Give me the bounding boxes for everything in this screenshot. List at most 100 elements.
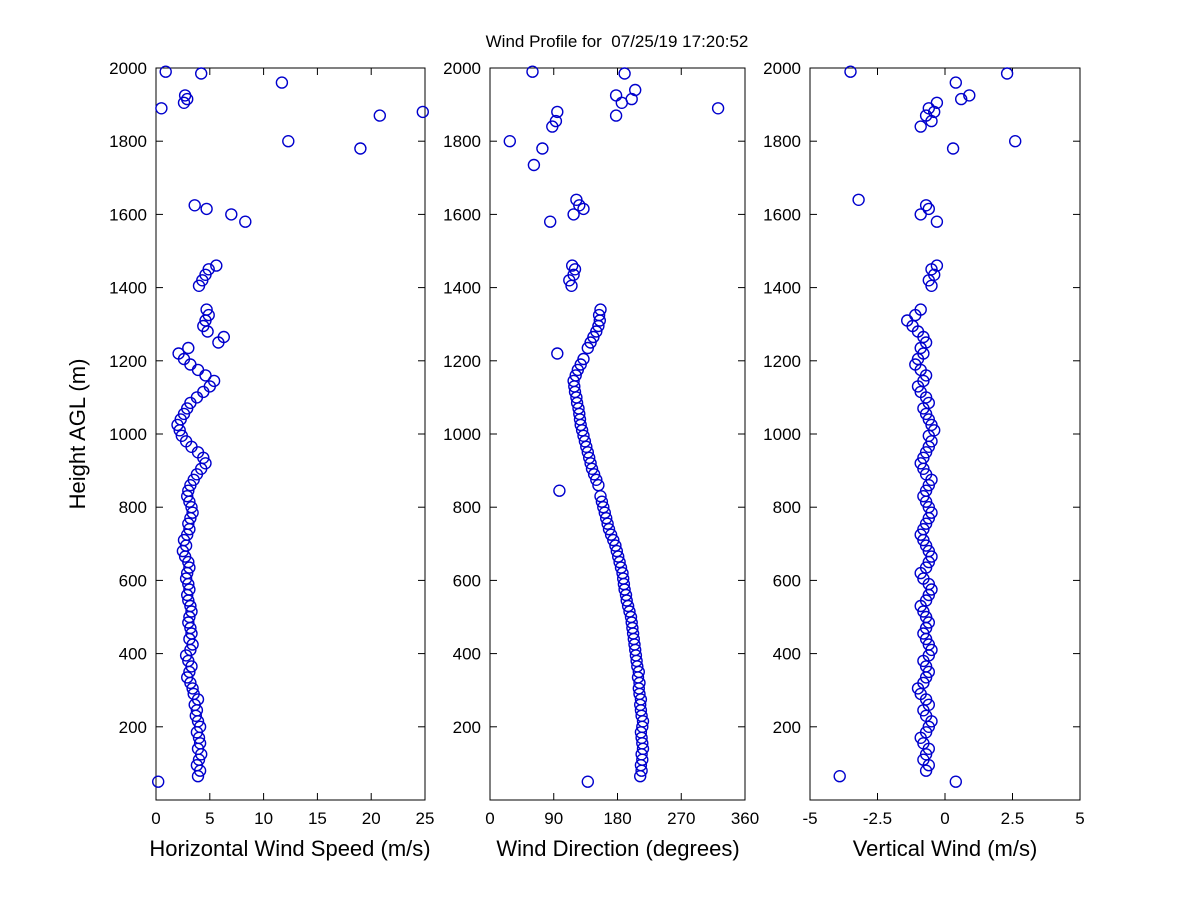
data-point	[185, 501, 198, 514]
y-tick-label: 800	[119, 498, 147, 517]
data-point	[568, 263, 582, 276]
data-point	[183, 561, 196, 574]
data-point	[527, 158, 541, 172]
y-tick-label: 1000	[443, 425, 481, 444]
data-point	[175, 429, 189, 442]
x-axis-label-wind-direction: Wind Direction (degrees)	[496, 836, 740, 861]
y-tick-label: 600	[453, 571, 481, 590]
data-point	[186, 506, 199, 519]
data-point	[595, 495, 609, 508]
x-tick-label: 15	[308, 809, 327, 828]
y-tick-label: 400	[773, 645, 801, 664]
x-tick-label: 20	[362, 809, 381, 828]
y-tick-label: 2000	[443, 59, 481, 78]
data-point	[949, 775, 962, 788]
y-tick-label: 400	[453, 645, 481, 664]
data-point	[200, 303, 213, 316]
data-point	[567, 208, 580, 221]
data-point	[567, 374, 580, 388]
data-point	[282, 134, 295, 148]
y-tick-label: 200	[119, 718, 147, 737]
data-point	[930, 96, 944, 110]
panel-vertical-wind: 200 400 600 800 1000 1200 1400 1600 1800 2000 -5 -2…	[763, 59, 1085, 828]
data-point	[566, 259, 579, 272]
data-point	[922, 202, 935, 216]
x-tick-label: -2.5	[863, 809, 892, 828]
y-tick-label: 1400	[443, 279, 481, 298]
data-point	[180, 671, 194, 684]
data-point	[193, 720, 207, 733]
x-tick-label: 10	[254, 809, 273, 828]
data-point	[949, 76, 962, 89]
y-tick-label: 1000	[763, 425, 801, 444]
data-point	[180, 490, 194, 503]
x-tick-label: 0	[151, 809, 160, 828]
x-tick-label: 0	[940, 809, 949, 828]
data-point	[598, 506, 611, 519]
data-point	[583, 451, 596, 464]
data-point	[946, 142, 960, 155]
data-point	[207, 374, 221, 388]
data-point	[852, 193, 865, 207]
data-point	[178, 89, 192, 102]
data-point	[191, 363, 205, 377]
x-axis-label-vertical-wind: Vertical Wind (m/s)	[852, 836, 1038, 861]
data-point	[930, 215, 944, 228]
y-tick-label: 1800	[763, 132, 801, 151]
data-point	[590, 325, 603, 338]
data-point	[202, 263, 215, 276]
data-point	[609, 539, 622, 552]
y-tick-label: 1000	[109, 425, 147, 444]
y-tick-label: 1200	[763, 352, 801, 371]
data-point	[609, 109, 623, 122]
data-point	[955, 92, 968, 106]
data-point	[610, 544, 623, 558]
data-point	[551, 347, 564, 360]
data-point	[225, 208, 238, 221]
data-point	[844, 65, 857, 78]
y-tick-label: 200	[453, 718, 481, 737]
data-point	[188, 199, 201, 212]
x-tick-label: 360	[731, 809, 759, 828]
data-point	[604, 528, 618, 541]
data-point	[549, 114, 563, 128]
x-tick-label: 2.5	[1001, 809, 1025, 828]
data-point	[184, 599, 197, 613]
data-point	[592, 308, 606, 322]
data-point	[185, 605, 198, 618]
y-tick-label: 200	[773, 718, 801, 737]
panel-horizontal-wind-speed: 200 400 600 800 1000 1200 1400 1600 1800 2000 0 5 10…	[109, 59, 434, 828]
data-point	[239, 215, 252, 228]
data-point	[577, 202, 590, 216]
data-point	[569, 369, 582, 382]
data-point	[416, 105, 429, 119]
data-point	[185, 627, 198, 640]
data-point	[600, 512, 613, 525]
y-tick-label: 1200	[109, 352, 147, 371]
data-point	[194, 67, 208, 80]
data-point	[202, 308, 215, 322]
x-tick-label: 25	[416, 809, 435, 828]
data-point	[190, 759, 204, 772]
data-point	[618, 67, 631, 80]
data-point	[629, 83, 642, 97]
data-point	[186, 682, 199, 695]
x-tick-label: 180	[603, 809, 631, 828]
data-point	[536, 142, 549, 155]
axes-box	[809, 67, 1081, 801]
axes-box	[489, 67, 746, 801]
data-point	[151, 775, 165, 788]
data-point	[182, 517, 195, 530]
data-point	[592, 479, 605, 492]
y-tick-label: 800	[453, 498, 481, 517]
panel-wind-direction: 200 400 600 800 1000 1200 1400 1600 1800 2000 0 90 1…	[443, 59, 759, 828]
data-point	[182, 484, 195, 497]
data-point	[594, 303, 607, 316]
axes-box	[155, 67, 426, 801]
data-point	[177, 96, 191, 110]
data-point	[183, 583, 196, 596]
data-point	[567, 268, 580, 281]
data-point	[200, 202, 213, 216]
y-tick-label: 1400	[763, 279, 801, 298]
